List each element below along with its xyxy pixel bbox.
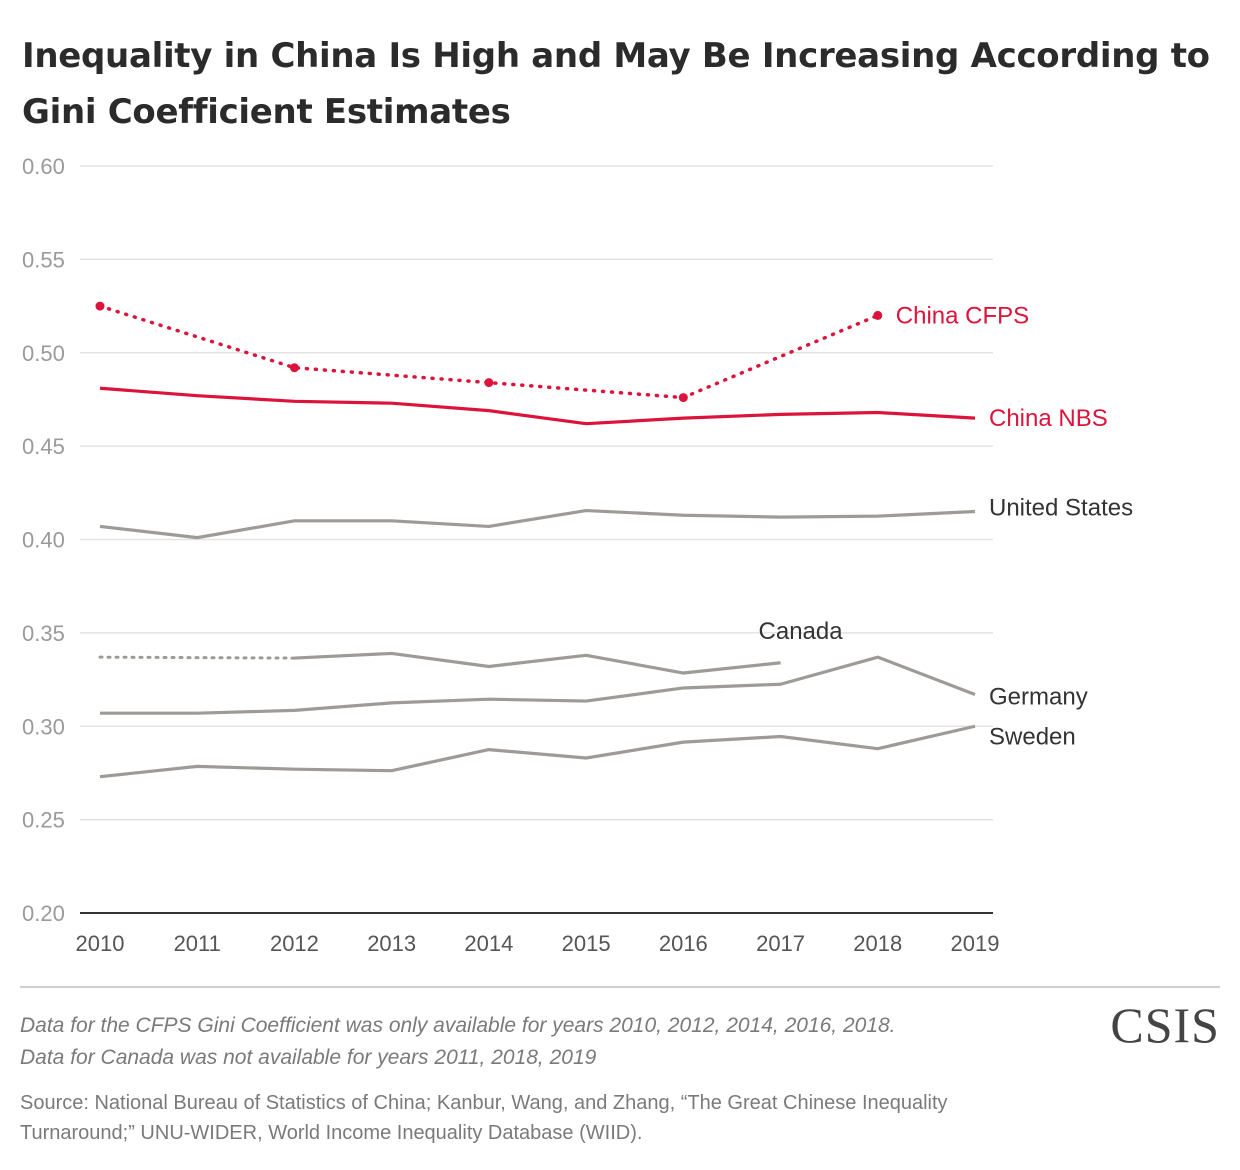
series-label-germany: Germany [989, 684, 1088, 711]
note-line-canada: Data for Canada was not available for ye… [20, 1046, 597, 1069]
data-point-china-cfps [95, 301, 105, 311]
x-tick-label: 2012 [270, 931, 319, 956]
csis-logo: CSIS [1110, 997, 1220, 1053]
series-gap-canada [98, 655, 296, 660]
series-line-germany [100, 655, 976, 715]
data-point-china-cfps [873, 310, 883, 320]
y-tick-label: 0.35 [22, 621, 65, 646]
chart-title: Inequality in China Is High and May Be I… [22, 36, 1210, 132]
y-tick-label: 0.20 [22, 901, 65, 926]
x-tick-label: 2013 [367, 931, 416, 956]
y-tick-label: 0.30 [22, 714, 65, 739]
footer-divider [20, 986, 1220, 988]
line-chart: 0.20 0.25 0.30 0.35 0.40 0.45 0.50 0.55 0.60 2010… [22, 154, 1133, 956]
x-tick-label: 2011 [174, 931, 221, 956]
x-tick-label: 2019 [951, 931, 1000, 956]
series-line-china-nbs [99, 386, 976, 426]
x-tick-label: 2016 [659, 931, 708, 956]
data-point-china-cfps [289, 363, 299, 373]
series-label-united-states: United States [989, 494, 1133, 521]
x-tick-label: 2018 [853, 931, 902, 956]
note-line-cfps: Data for the CFPS Gini Coefficient was o… [20, 1014, 896, 1037]
data-point-china-cfps [484, 378, 494, 388]
y-tick-label: 0.40 [22, 528, 65, 553]
x-tick-label: 2015 [562, 931, 611, 956]
y-tick-label: 0.25 [22, 808, 65, 833]
series-label-china-nbs: China NBS [989, 405, 1108, 432]
series-label-china-cfps: China CFPS [896, 302, 1029, 329]
y-tick-label: 0.50 [22, 341, 65, 366]
series-line-china-cfps [98, 304, 880, 400]
series-line-canada [294, 651, 781, 675]
data-availability-note: Data for the CFPS Gini Coefficient was o… [20, 1010, 1080, 1074]
series-label-sweden: Sweden [989, 723, 1076, 750]
data-point-china-cfps [678, 393, 688, 403]
series-line-united-states [99, 508, 976, 540]
x-tick-label: 2010 [76, 931, 125, 956]
y-tick-label: 0.55 [22, 247, 65, 272]
source-note: Source: National Bureau of Statistics of… [20, 1092, 948, 1144]
y-tick-label: 0.60 [22, 154, 65, 179]
series-label-canada: Canada [759, 618, 844, 645]
y-tick-label: 0.45 [22, 434, 65, 459]
x-tick-label: 2017 [756, 931, 805, 956]
x-tick-label: 2014 [464, 931, 513, 956]
series-line-sweden [99, 724, 976, 779]
